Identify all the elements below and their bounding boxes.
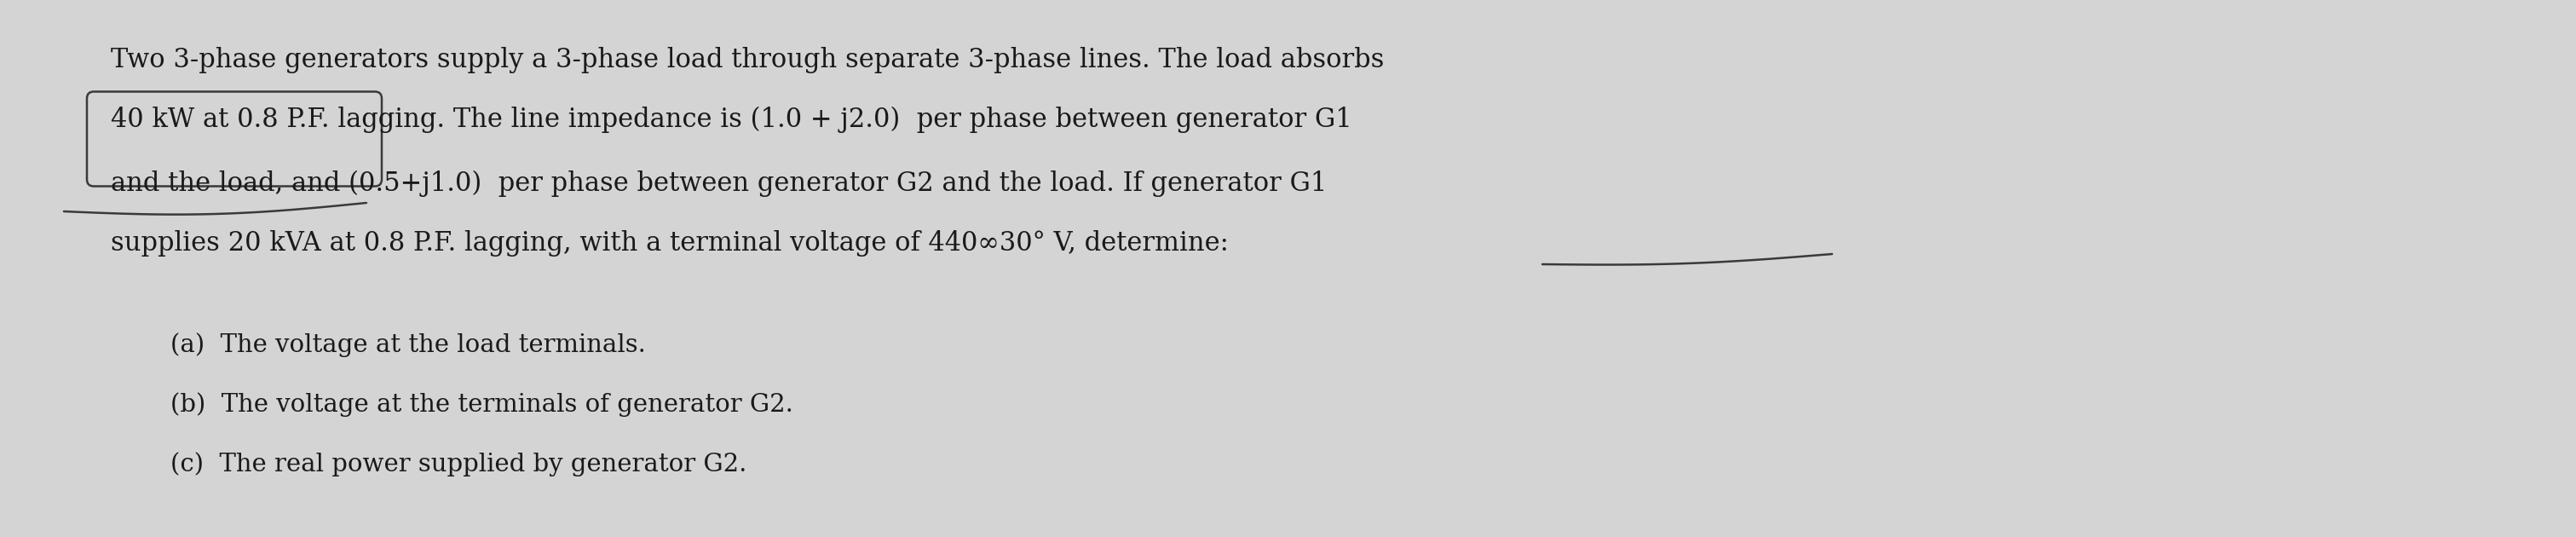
Text: and the load, and (0.5+j1.0)  per phase between generator G2 and the load. If ge: and the load, and (0.5+j1.0) per phase b… [111, 170, 1327, 197]
Text: 40 kW at 0.8 P.F. lagging. The line impedance is (1.0 + j2.0)  per phase between: 40 kW at 0.8 P.F. lagging. The line impe… [111, 106, 1352, 133]
Text: supplies 20 kVA at 0.8 P.F. lagging, with a terminal voltage of 440∞30° V, deter: supplies 20 kVA at 0.8 P.F. lagging, wit… [111, 230, 1229, 257]
Text: (c)  The real power supplied by generator G2.: (c) The real power supplied by generator… [170, 452, 747, 476]
Text: (a)  The voltage at the load terminals.: (a) The voltage at the load terminals. [170, 332, 647, 357]
Text: (b)  The voltage at the terminals of generator G2.: (b) The voltage at the terminals of gene… [170, 392, 793, 417]
Text: Two 3-phase generators supply a 3-phase load through separate 3-phase lines. The: Two 3-phase generators supply a 3-phase … [111, 47, 1383, 74]
